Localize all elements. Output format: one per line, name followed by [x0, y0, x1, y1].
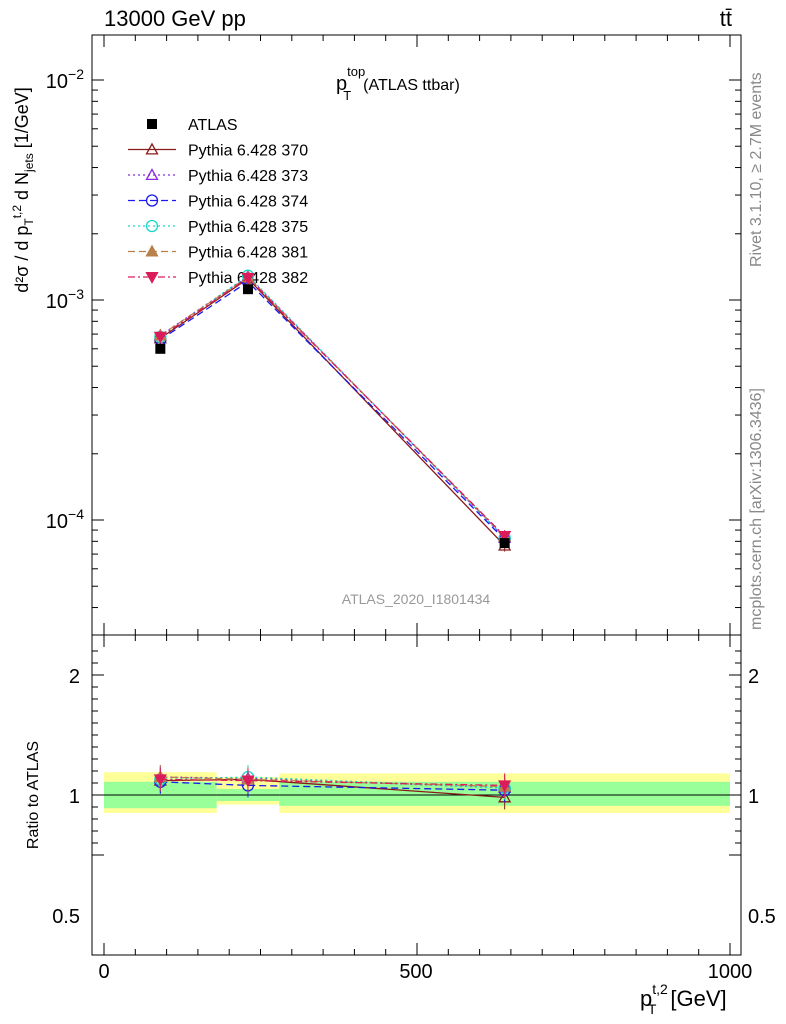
main-y-tick-labels: 10−2 10−3 10−4 [46, 66, 84, 533]
series-line-0 [159, 277, 506, 547]
ratio-point-5-2 [498, 780, 512, 793]
header-left: 13000 GeV pp [104, 6, 246, 31]
legend-marker-2 [145, 194, 159, 207]
series-line-3 [159, 274, 506, 539]
ratio-point-5-0 [153, 774, 167, 787]
x-tick-label-500: 500 [399, 961, 432, 983]
ratio-panel: 2 1 0.5 2 1 0.5 Ratio to ATLAS 0 500 100… [25, 634, 776, 1017]
legend-marker-4 [145, 244, 159, 257]
legend-label-4: Pythia 6.428 381 [188, 245, 308, 262]
main-y-axis-label: d²σ / d pTt,2 d Njets [1/GeV] [10, 87, 36, 293]
ratio-y-tick-label-1-right: 1 [748, 786, 759, 808]
series-point-5-2 [498, 531, 512, 543]
series-line-1 [159, 275, 506, 539]
ratio-series [153, 765, 512, 810]
main-series [153, 269, 512, 552]
ratio-y-axis-label: Ratio to ATLAS [25, 741, 42, 849]
legend-marker-0 [145, 142, 159, 155]
ratio-y-tick-label-2: 2 [69, 666, 80, 688]
ratio-line-5 [160, 778, 505, 787]
ratio-y-tick-labels: 2 1 0.5 2 1 0.5 [52, 666, 776, 928]
rivet-label: Rivet 3.1.10, ≥ 2.7M events [748, 72, 765, 267]
legend-label-1: Pythia 6.428 373 [188, 168, 308, 185]
legend-marker-5 [145, 271, 159, 284]
x-tick-labels: 0 500 1000 [98, 961, 752, 983]
legend-label-0: Pythia 6.428 370 [188, 143, 308, 160]
main-axis-ticks [92, 35, 741, 635]
legend-label-2: Pythia 6.428 374 [188, 194, 308, 211]
svg-text:d²σ / d pTt,2 d Njets [1/GeV]: d²σ / d pTt,2 d Njets [1/GeV] [10, 87, 36, 293]
series-line-2 [159, 280, 506, 541]
series-point-5-0 [153, 331, 167, 344]
ratio-y-tick-label-2-right: 2 [748, 666, 759, 688]
ratio-y-tick-label-0.5-right: 0.5 [748, 906, 776, 928]
legend-marker-3 [145, 219, 159, 233]
series-line-4 [159, 276, 506, 538]
x-axis-label: pt,2 T [GeV] [640, 981, 727, 1017]
legend-marker-1 [145, 168, 159, 181]
atlas-point-2 [499, 538, 510, 549]
legend: ATLAS Pythia 6.428 370 Pythia 6.428 373 Pyt… [128, 117, 308, 287]
atlas-data [155, 284, 510, 549]
legend-marker-atlas [147, 119, 157, 129]
ratio-line-2 [160, 781, 505, 791]
ratio-y-tick-label-0.5: 0.5 [52, 906, 80, 928]
series-line-5 [159, 277, 506, 537]
x-tick-label-1000: 1000 [708, 961, 753, 983]
series-point-5-1 [241, 272, 255, 285]
ratio-y-tick-label-1: 1 [69, 786, 80, 808]
legend-label-3: Pythia 6.428 375 [188, 219, 308, 236]
mcplots-label: mcplots.cern.ch [arXiv:1306.3436] [748, 388, 765, 630]
legend-label-atlas: ATLAS [188, 117, 238, 134]
y-tick-label-1e-4: 10−4 [46, 506, 84, 533]
x-tick-label-0: 0 [98, 961, 109, 983]
header-right: tt̄ [720, 6, 732, 31]
main-title: ptop T(ATLAS ttbar) [336, 64, 460, 103]
y-tick-label-1e-2: 10−2 [46, 66, 84, 93]
atlas-point-1 [242, 284, 253, 295]
y-tick-label-1e-3: 10−3 [46, 286, 84, 313]
atlas-point-0 [155, 343, 166, 354]
watermark: ATLAS_2020_I1801434 [342, 591, 491, 607]
ratio-axis-ticks [92, 635, 741, 955]
ratio-point-5-1 [241, 775, 255, 788]
main-panel: 10−2 10−3 10−4 ptop T(ATLAS ttbar) d²σ / … [10, 34, 742, 636]
